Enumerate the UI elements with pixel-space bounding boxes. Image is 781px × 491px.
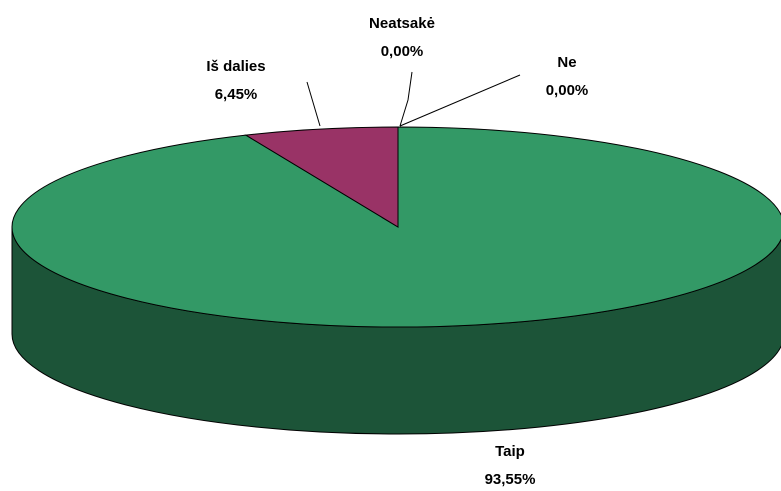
pie-slice: [244, 126, 399, 228]
slice-value-label: 6,45%: [215, 86, 258, 103]
pie-slice: [11, 126, 781, 328]
slice-value-label: 93,55%: [485, 471, 536, 488]
slice-label: Iš dalies: [206, 58, 265, 75]
slice-label: Neatsakė: [369, 15, 435, 32]
slice-value-label: 0,00%: [546, 82, 589, 99]
leader-line: [399, 74, 521, 127]
slice-label: Taip: [495, 443, 525, 460]
leader-line: [399, 71, 413, 127]
leader-line: [306, 81, 321, 127]
slice-value-label: 0,00%: [381, 43, 424, 60]
slice-label: Ne: [557, 54, 576, 71]
